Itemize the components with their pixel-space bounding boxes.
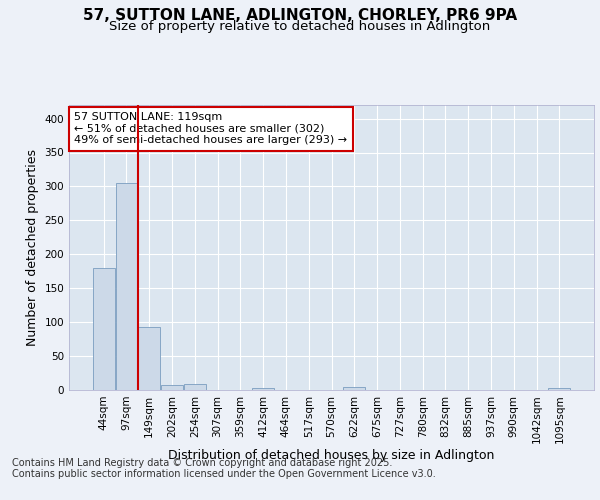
Text: 57, SUTTON LANE, ADLINGTON, CHORLEY, PR6 9PA: 57, SUTTON LANE, ADLINGTON, CHORLEY, PR6…	[83, 8, 517, 22]
Bar	[343, 388, 365, 390]
X-axis label: Distribution of detached houses by size in Adlington: Distribution of detached houses by size …	[169, 449, 494, 462]
Bar	[548, 388, 570, 390]
Bar	[116, 183, 137, 390]
Text: Contains HM Land Registry data © Crown copyright and database right 2025.: Contains HM Land Registry data © Crown c…	[12, 458, 392, 468]
Bar	[93, 268, 115, 390]
Y-axis label: Number of detached properties: Number of detached properties	[26, 149, 39, 346]
Text: Contains public sector information licensed under the Open Government Licence v3: Contains public sector information licen…	[12, 469, 436, 479]
Bar	[253, 388, 274, 390]
Bar	[139, 327, 160, 390]
Text: Size of property relative to detached houses in Adlington: Size of property relative to detached ho…	[109, 20, 491, 33]
Text: 57 SUTTON LANE: 119sqm
← 51% of detached houses are smaller (302)
49% of semi-de: 57 SUTTON LANE: 119sqm ← 51% of detached…	[74, 112, 347, 146]
Bar	[161, 384, 183, 390]
Bar	[184, 384, 206, 390]
